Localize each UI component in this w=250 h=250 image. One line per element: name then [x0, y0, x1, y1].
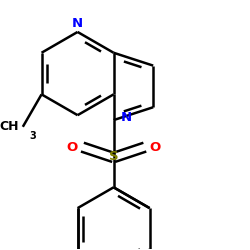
Text: CH: CH: [0, 120, 19, 133]
Text: S: S: [109, 150, 118, 163]
Text: O: O: [150, 141, 161, 154]
Text: O: O: [66, 141, 78, 154]
Text: N: N: [120, 111, 132, 124]
Text: 3: 3: [30, 131, 36, 141]
Text: N: N: [72, 17, 83, 30]
